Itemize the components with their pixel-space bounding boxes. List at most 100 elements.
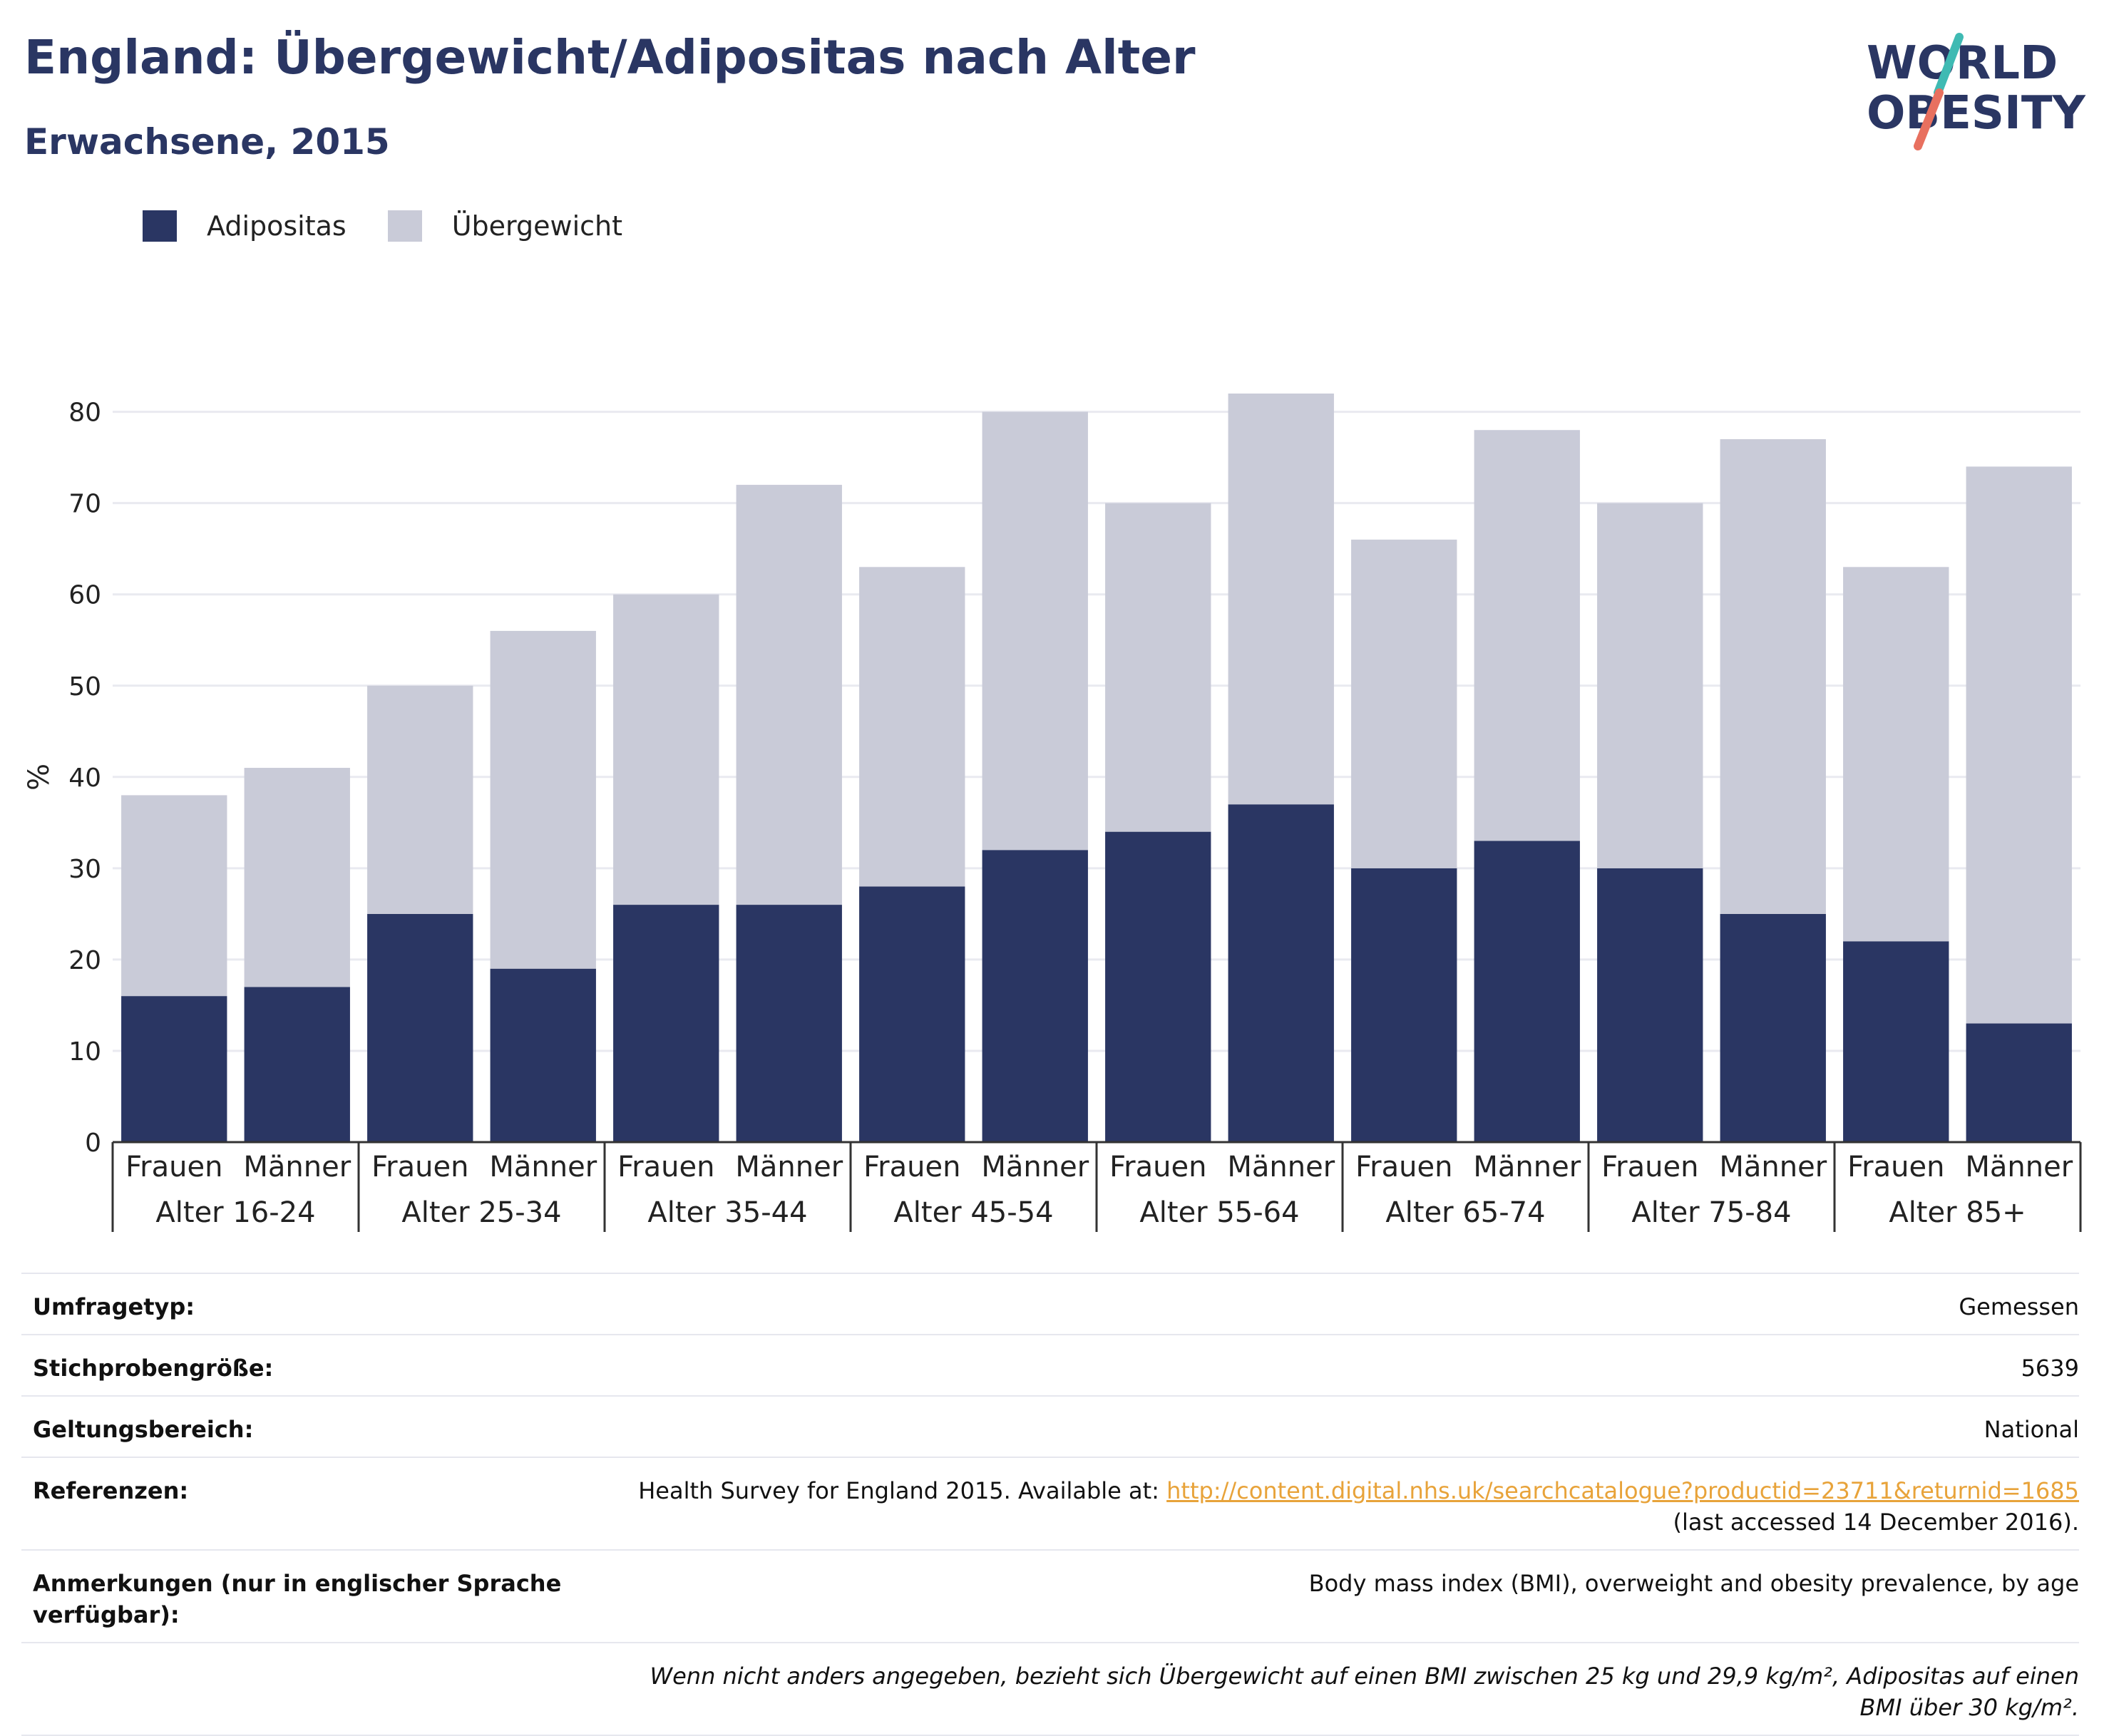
bar-obesity (244, 987, 350, 1142)
y-tick-label: 0 (85, 1129, 101, 1158)
bar-overweight (736, 485, 842, 905)
x-tick-label: Männer (243, 1151, 351, 1183)
legend-swatch-overweight (387, 210, 422, 242)
y-tick-label: 30 (68, 855, 101, 884)
bar-obesity (1597, 868, 1703, 1142)
bar-obesity (1105, 831, 1211, 1142)
x-tick-label: Frauen (617, 1151, 714, 1183)
bar-obesity (613, 905, 719, 1142)
bar-obesity (736, 905, 842, 1142)
bar-obesity (490, 968, 596, 1142)
detail-row-survey-type: Umfragetyp: Gemessen (21, 1273, 2079, 1334)
legend-label-obesity: Adipositas (207, 210, 347, 242)
y-tick-label: 40 (68, 764, 101, 793)
x-tick-label: Männer (981, 1151, 1089, 1183)
bar-obesity (1474, 841, 1580, 1142)
detail-value: National (1984, 1416, 2079, 1443)
bar-overweight (121, 795, 227, 997)
bar-overweight (244, 768, 350, 987)
x-tick-label: Frauen (863, 1151, 960, 1183)
x-tick-label: Männer (1227, 1151, 1335, 1183)
bar-overweight (367, 685, 473, 914)
detail-row-scope: Geltungsbereich: National (21, 1395, 2079, 1457)
y-tick-label: 60 (68, 581, 101, 610)
detail-value: Body mass index (BMI), overweight and ob… (1308, 1570, 2079, 1597)
page-title: England: Übergewicht/Adipositas nach Alt… (24, 30, 1196, 85)
bar-obesity (1228, 804, 1334, 1142)
bar-overweight (1966, 466, 2072, 1024)
x-tick-label: Männer (735, 1151, 843, 1183)
x-tick-label: Frauen (371, 1151, 468, 1183)
detail-row-sample-size: Stichprobengröße: 5639 (21, 1334, 2079, 1395)
detail-label: Anmerkungen (nur in englischer Sprache v… (33, 1570, 562, 1628)
bar-overweight (1351, 539, 1457, 868)
logo-slash-teal (1934, 33, 1964, 97)
y-tick-label: 80 (68, 399, 101, 428)
bar-overweight (1105, 503, 1211, 832)
x-tick-label: Frauen (1109, 1151, 1206, 1183)
x-tick-label: Männer (1719, 1151, 1827, 1183)
bar-obesity (1720, 913, 1826, 1142)
details-table: Umfragetyp: Gemessen Stichprobengröße: 5… (21, 1273, 2079, 1736)
group-label: Alter 75-84 (1631, 1196, 1791, 1229)
bar-overweight (613, 594, 719, 905)
detail-label: Umfragetyp: (33, 1293, 195, 1320)
x-tick-label: Männer (1473, 1151, 1581, 1183)
detail-value: 5639 (2021, 1355, 2079, 1382)
page-subtitle: Erwachsene, 2015 (24, 121, 390, 163)
y-tick-label: 70 (68, 490, 101, 519)
world-obesity-logo: WORLD OBESITY (1867, 33, 2085, 150)
x-tick-label: Frauen (1601, 1151, 1698, 1183)
logo-slash-coral (1914, 88, 1944, 150)
bar-overweight (982, 411, 1088, 851)
x-tick-label: Frauen (125, 1151, 222, 1183)
legend-swatch-obesity (143, 210, 177, 242)
detail-value: Gemessen (1959, 1293, 2079, 1320)
bar-obesity (1843, 941, 1949, 1142)
bar-overweight (490, 630, 596, 969)
bar-overweight (1720, 439, 1826, 914)
y-axis-label: % (23, 764, 56, 791)
chart-legend: Adipositas Übergewicht (143, 210, 664, 242)
reference-link[interactable]: http://content.digital.nhs.uk/searchcata… (1166, 1477, 2079, 1504)
group-label: Alter 55-64 (1139, 1196, 1299, 1229)
bar-overweight (1843, 567, 1949, 942)
x-tick-label: Frauen (1355, 1151, 1452, 1183)
group-label: Alter 35-44 (647, 1196, 807, 1229)
group-label: Alter 65-74 (1385, 1196, 1545, 1229)
group-label: Alter 16-24 (155, 1196, 315, 1229)
legend-label-overweight: Übergewicht (451, 210, 622, 242)
group-label: Alter 45-54 (893, 1196, 1053, 1229)
bar-obesity (367, 913, 473, 1142)
detail-label: Referenzen: (33, 1477, 189, 1504)
bar-overweight (1474, 430, 1580, 841)
reference-text: Health Survey for England 2015. Availabl… (638, 1477, 1167, 1504)
bar-obesity (121, 996, 227, 1142)
y-tick-label: 20 (68, 946, 101, 975)
detail-value: Health Survey for England 2015. Availabl… (625, 1475, 2079, 1538)
logo-line2: OBESITY (1867, 87, 2085, 140)
bar-obesity (1966, 1023, 2072, 1142)
detail-row-references: Referenzen: Health Survey for England 20… (21, 1457, 2079, 1549)
group-label: Alter 25-34 (401, 1196, 561, 1229)
bar-obesity (1351, 868, 1457, 1142)
footnote: Wenn nicht anders angegeben, bezieht sic… (650, 1663, 2079, 1721)
x-tick-label: Frauen (1847, 1151, 1944, 1183)
bar-obesity (982, 850, 1088, 1142)
y-tick-label: 10 (68, 1037, 101, 1067)
y-tick-label: 50 (68, 672, 101, 702)
detail-row-notes: Anmerkungen (nur in englischer Sprache v… (21, 1549, 2079, 1642)
detail-label: Stichprobengröße: (33, 1355, 274, 1382)
bar-overweight (859, 567, 965, 887)
bar-obesity (859, 886, 965, 1142)
group-label: Alter 85+ (1889, 1196, 2026, 1229)
stacked-bar-chart: 0 10 20 30 40 50 60 70 80% Frauen Männer Frauen Männ… (23, 394, 2082, 1232)
x-tick-label: Männer (1965, 1151, 2073, 1183)
footnote-row: Wenn nicht anders angegeben, bezieht sic… (21, 1642, 2079, 1736)
reference-text-end: (last accessed 14 December 2016). (1673, 1509, 2079, 1536)
detail-label: Geltungsbereich: (33, 1416, 254, 1443)
logo-line1: WORLD (1867, 37, 2058, 90)
x-tick-label: Männer (489, 1151, 597, 1183)
bar-overweight (1228, 394, 1334, 805)
bar-overweight (1597, 503, 1703, 868)
